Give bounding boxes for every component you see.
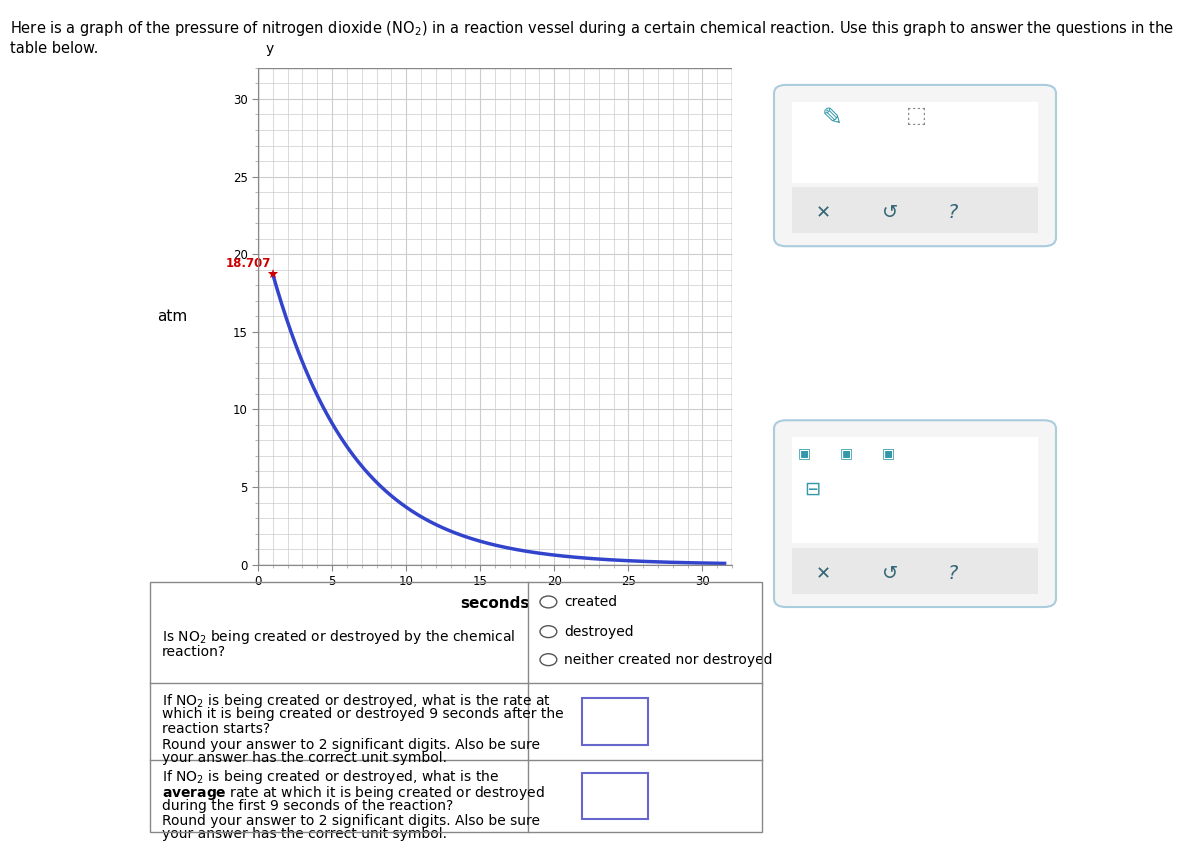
- Text: reaction starts?: reaction starts?: [162, 722, 270, 736]
- Text: If $\mathrm{NO_2}$ is being created or destroyed, what is the: If $\mathrm{NO_2}$ is being created or d…: [162, 768, 499, 786]
- Text: created: created: [564, 595, 617, 609]
- Text: If $\mathrm{NO_2}$ is being created or destroyed, what is the rate at: If $\mathrm{NO_2}$ is being created or d…: [162, 692, 551, 710]
- Text: your answer has the correct unit symbol.: your answer has the correct unit symbol.: [162, 751, 446, 764]
- Text: ▣: ▣: [798, 446, 811, 459]
- Text: ⬚: ⬚: [906, 106, 928, 127]
- Text: ✕: ✕: [816, 565, 832, 583]
- Text: Here is a graph of the pressure of nitrogen dioxide $\left(\mathrm{NO_2}\right)$: Here is a graph of the pressure of nitro…: [10, 19, 1174, 37]
- Text: 18.707: 18.707: [226, 256, 270, 270]
- Text: neither created nor destroyed: neither created nor destroyed: [564, 653, 773, 666]
- Text: atm: atm: [157, 309, 188, 323]
- Text: ↺: ↺: [882, 565, 899, 583]
- Text: ▣: ▣: [882, 446, 895, 459]
- Text: y: y: [265, 42, 274, 55]
- Text: Round your answer to 2 significant digits. Also be sure: Round your answer to 2 significant digit…: [162, 738, 540, 751]
- Text: ✕: ✕: [816, 205, 832, 222]
- Text: ↺: ↺: [882, 204, 899, 222]
- Text: during the first 9 seconds of the reaction?: during the first 9 seconds of the reacti…: [162, 799, 454, 812]
- Text: ✎: ✎: [822, 106, 844, 130]
- Text: Round your answer to 2 significant digits. Also be sure: Round your answer to 2 significant digit…: [162, 814, 540, 828]
- Text: which it is being created or destroyed 9 seconds after the: which it is being created or destroyed 9…: [162, 707, 564, 721]
- Text: $\bf{average}$ rate at which it is being created or destroyed: $\bf{average}$ rate at which it is being…: [162, 784, 545, 801]
- Text: ?: ?: [948, 565, 959, 583]
- Text: ▣: ▣: [840, 446, 853, 459]
- X-axis label: seconds: seconds: [461, 596, 529, 611]
- Text: ⊟: ⊟: [804, 480, 821, 498]
- Text: table below.: table below.: [10, 41, 98, 56]
- Text: ?: ?: [948, 204, 959, 222]
- Text: Is $\mathrm{NO_2}$ being created or destroyed by the chemical: Is $\mathrm{NO_2}$ being created or dest…: [162, 628, 515, 646]
- Text: reaction?: reaction?: [162, 645, 226, 659]
- Text: destroyed: destroyed: [564, 625, 634, 638]
- Text: your answer has the correct unit symbol.: your answer has the correct unit symbol.: [162, 827, 446, 841]
